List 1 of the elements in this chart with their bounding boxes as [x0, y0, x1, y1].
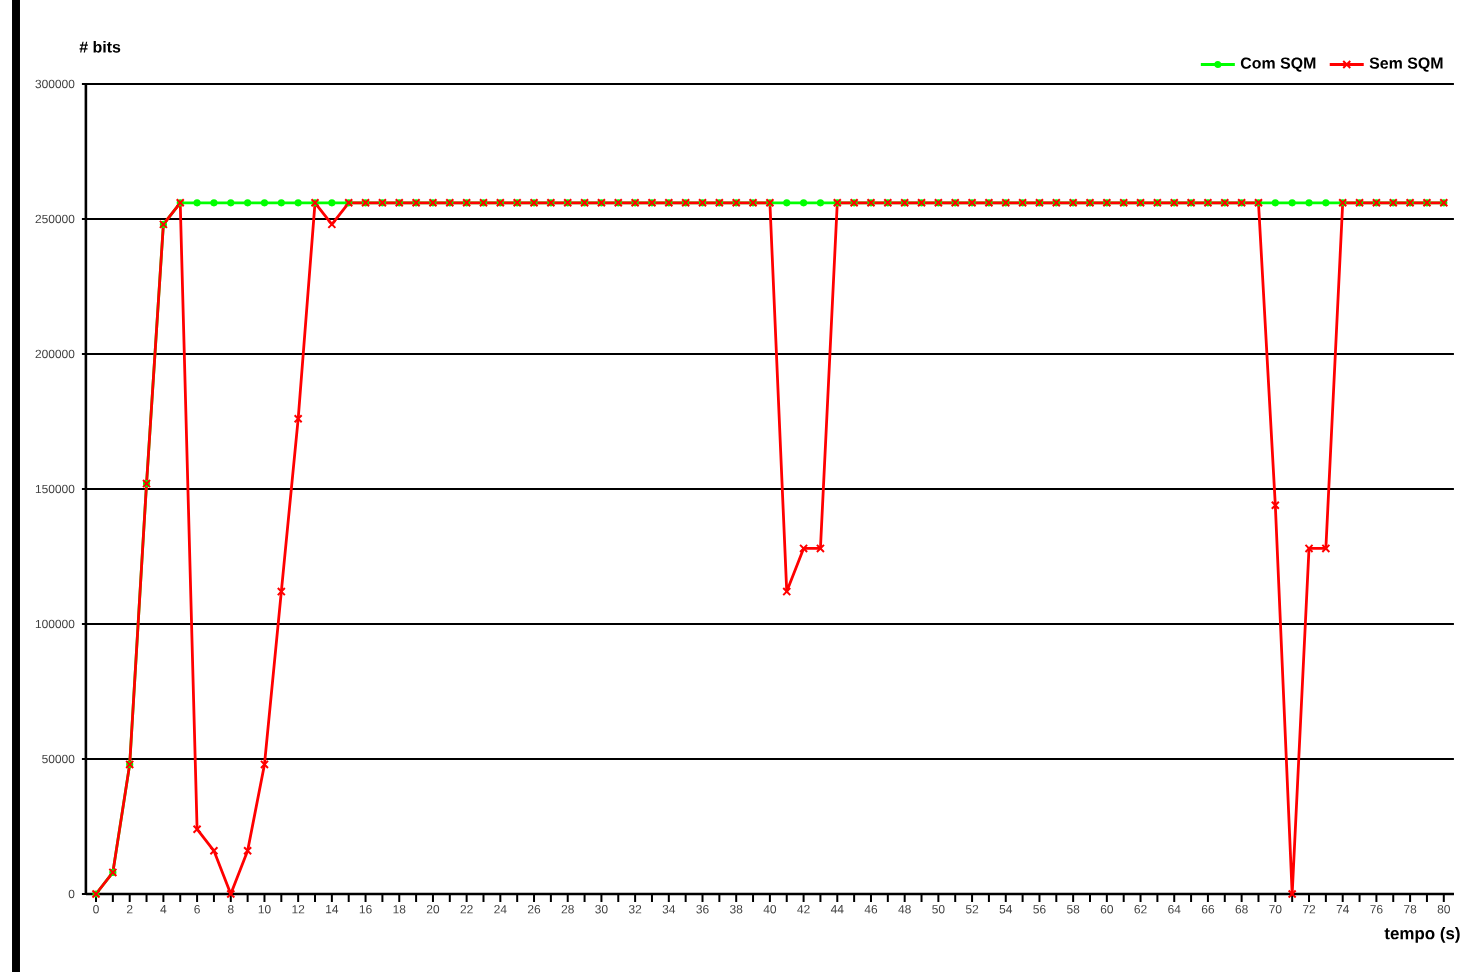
x-axis-title: tempo (s) — [1384, 926, 1460, 943]
